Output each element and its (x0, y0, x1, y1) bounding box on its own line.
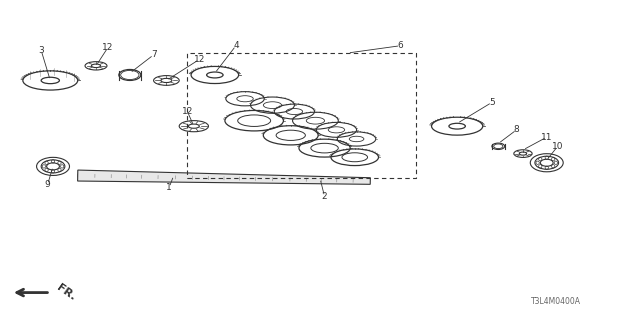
Text: 3: 3 (38, 46, 44, 55)
Text: 8: 8 (514, 125, 520, 134)
Text: 12: 12 (182, 107, 193, 116)
Text: 5: 5 (489, 98, 495, 107)
Text: 4: 4 (233, 41, 239, 50)
Text: 11: 11 (541, 133, 552, 142)
Text: 12: 12 (194, 55, 205, 64)
Text: 6: 6 (397, 41, 403, 50)
Polygon shape (77, 170, 371, 184)
Text: 12: 12 (102, 43, 113, 52)
Text: 1: 1 (166, 183, 172, 192)
Text: 9: 9 (45, 180, 51, 189)
Text: T3L4M0400A: T3L4M0400A (531, 297, 580, 306)
Text: 10: 10 (552, 142, 563, 151)
Text: 7: 7 (151, 50, 156, 59)
Text: 2: 2 (322, 192, 328, 201)
Text: FR.: FR. (55, 283, 77, 302)
